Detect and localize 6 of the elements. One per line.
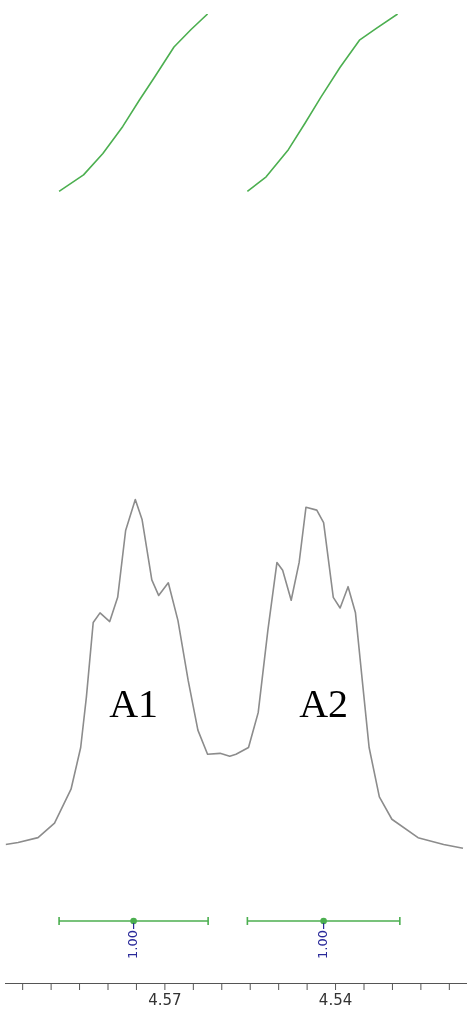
x-tick-label: 4.54 bbox=[318, 990, 353, 1009]
annotation: A2 bbox=[299, 681, 349, 727]
x-tick-label: 4.57 bbox=[148, 990, 182, 1009]
annotation: 1.00 bbox=[124, 929, 140, 959]
annotation: A1 bbox=[109, 681, 159, 727]
annotation: 1.00 bbox=[314, 929, 330, 959]
